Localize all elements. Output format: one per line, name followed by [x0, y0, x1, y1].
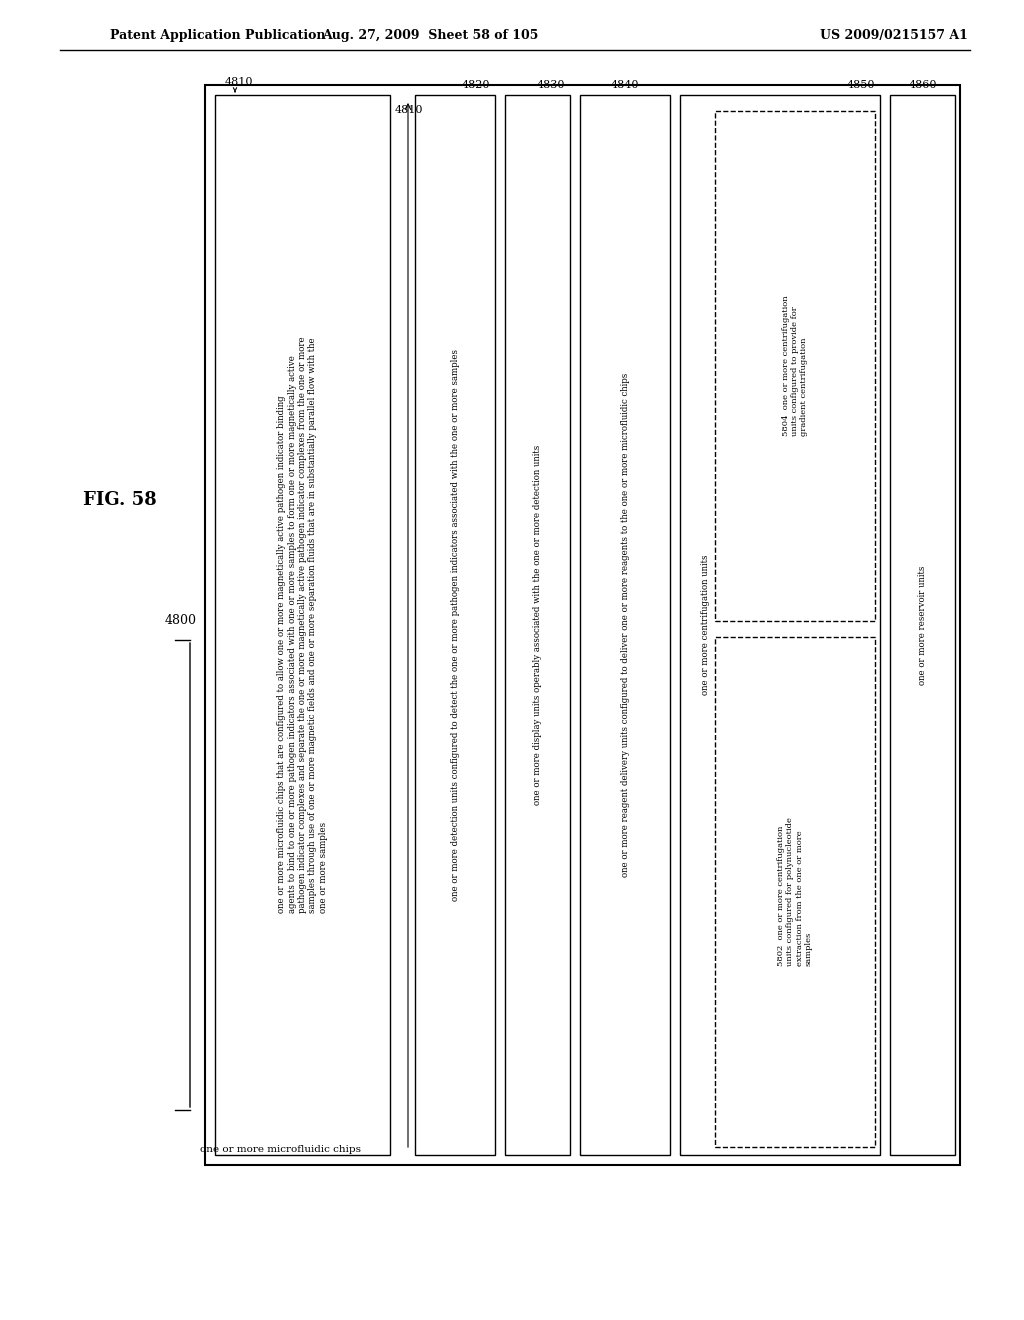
Text: 5804  one or more centrifugation
units configured to provide for
gradient centri: 5804 one or more centrifugation units co… [781, 296, 808, 437]
Text: 5802  one or more centrifugation
units configured for polynucleotide
extraction : 5802 one or more centrifugation units co… [777, 817, 813, 966]
Bar [680, 95, 880, 1155]
Text: one or more reservoir units: one or more reservoir units [918, 565, 927, 685]
Bar [715, 638, 874, 1147]
Text: 4850: 4850 [847, 81, 874, 90]
Text: one or more detection units configured to detect the one or more pathogen indica: one or more detection units configured t… [451, 348, 460, 902]
Text: Aug. 27, 2009  Sheet 58 of 105: Aug. 27, 2009 Sheet 58 of 105 [322, 29, 539, 41]
Bar [715, 111, 874, 620]
Text: Patent Application Publication: Patent Application Publication [110, 29, 326, 41]
Text: one or more microfluidic chips that are configured to allow one or more magnetic: one or more microfluidic chips that are … [278, 337, 328, 913]
Bar [205, 84, 961, 1166]
Bar [505, 95, 570, 1155]
Text: 4860: 4860 [908, 81, 937, 90]
Bar [890, 95, 955, 1155]
Text: one or more display units operably associated with the one or more detection uni: one or more display units operably assoc… [534, 445, 542, 805]
Text: one or more reagent delivery units configured to deliver one or more reagents to: one or more reagent delivery units confi… [621, 372, 630, 876]
Bar [215, 95, 390, 1155]
Text: FIG. 58: FIG. 58 [83, 491, 157, 510]
Text: 4840: 4840 [610, 81, 639, 90]
Bar [415, 95, 495, 1155]
Text: 4810: 4810 [225, 77, 254, 87]
Text: one or more centrifugation units: one or more centrifugation units [700, 554, 710, 696]
Text: 4830: 4830 [537, 81, 565, 90]
Text: one or more microfluidic chips: one or more microfluidic chips [200, 1146, 361, 1155]
Text: 4810: 4810 [395, 106, 424, 115]
Text: US 2009/0215157 A1: US 2009/0215157 A1 [820, 29, 968, 41]
Text: 4820: 4820 [462, 81, 490, 90]
Text: 4800: 4800 [165, 614, 197, 627]
Bar [580, 95, 670, 1155]
